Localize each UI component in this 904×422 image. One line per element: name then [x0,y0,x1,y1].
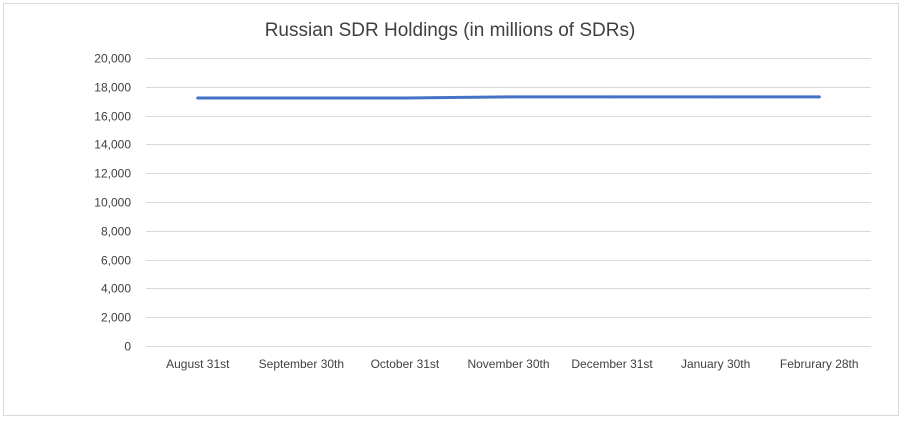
y-tick-label: 16,000 [94,110,131,124]
data-point [817,95,821,99]
data-point [610,95,614,99]
y-tick-label: 18,000 [94,81,131,95]
x-tick-label: Februrary 28th [780,357,859,371]
series-layer [196,95,821,100]
y-tick-label: 10,000 [94,196,131,210]
x-tick-label: November 30th [467,357,549,371]
x-tick-label: September 30th [259,357,344,371]
x-tick-label: January 30th [681,357,750,371]
y-tick-label: 20,000 [94,52,131,66]
x-tick-label: August 31st [166,357,230,371]
y-tick-label: 14,000 [94,138,131,152]
y-tick-label: 2,000 [101,311,131,325]
y-tick-label: 12,000 [94,167,131,181]
chart-frame [3,3,899,416]
y-axis-ticks: 0 2,000 4,000 6,000 8,000 10,000 12,000 14,000 1… [94,52,131,354]
x-tick-label: December 31st [571,357,653,371]
x-tick-label: October 31st [371,357,440,371]
x-axis-ticks: August 31st September 30th October 31st Nov… [166,357,858,371]
gridlines [146,58,871,347]
y-tick-label: 8,000 [101,225,131,239]
data-point [714,95,718,99]
data-point [403,96,407,100]
data-point [507,95,510,99]
y-tick-label: 0 [124,340,131,354]
y-tick-label: 6,000 [101,254,131,268]
y-tick-label: 4,000 [101,282,131,296]
data-point [299,96,303,100]
data-point [196,96,200,100]
chart-title: Russian SDR Holdings (in millions of SDR… [265,20,636,41]
